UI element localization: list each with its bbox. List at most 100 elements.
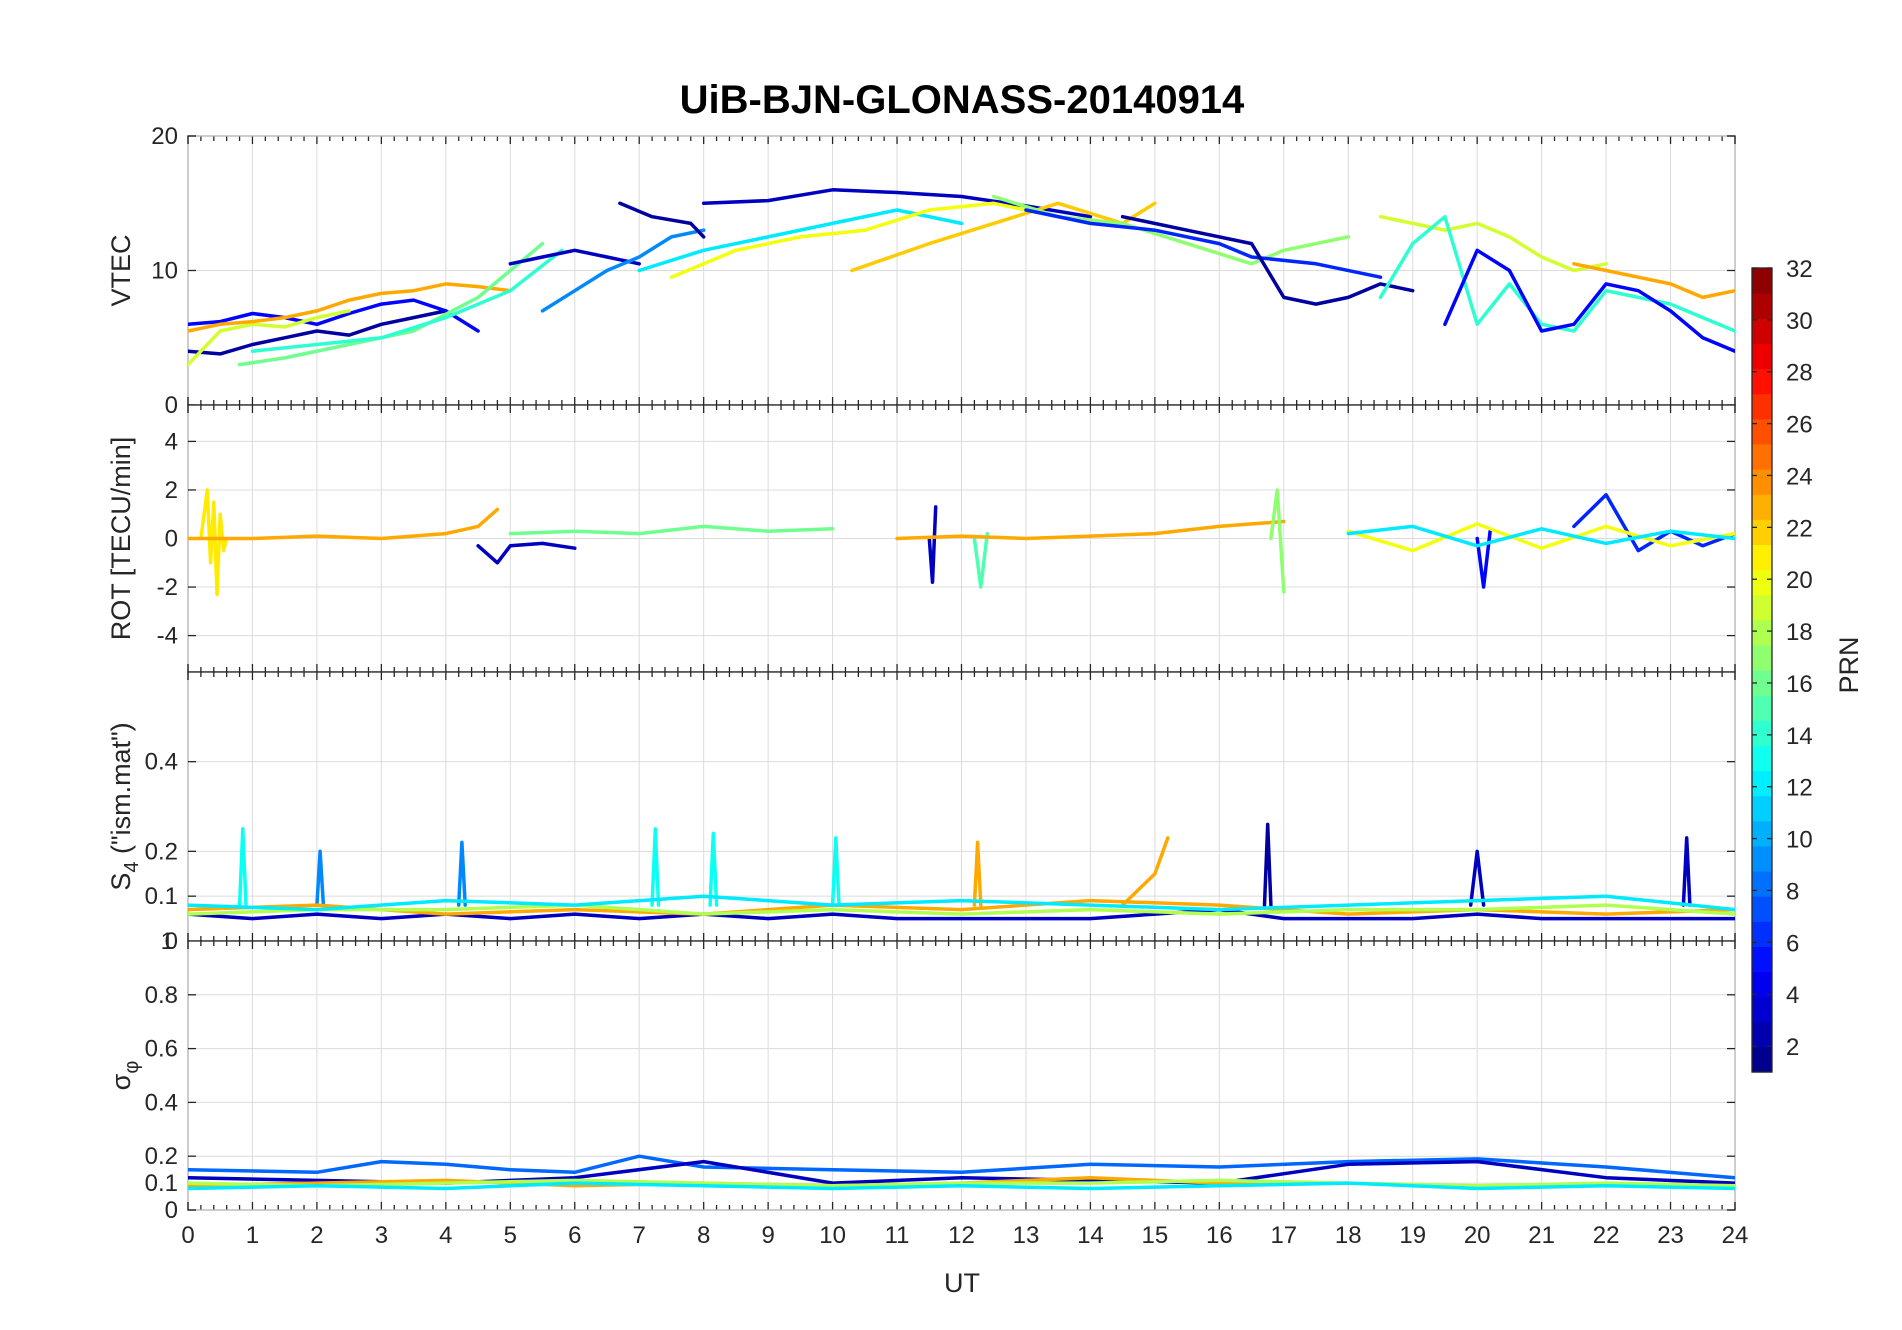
x-tick-label: 1: [246, 1222, 259, 1249]
vtec-series-prn-5: [1443, 248, 1735, 353]
x-tick-label: 22: [1593, 1222, 1620, 1249]
s4-series-group: [188, 822, 1735, 921]
sigma-series-prn-18: [188, 1178, 1735, 1188]
colorbar-tick-label: 12: [1786, 775, 1813, 802]
s4-series-prn-13: [830, 836, 841, 907]
s4-series-prn-9: [456, 840, 467, 907]
colorbar-tick-label: 24: [1786, 463, 1813, 490]
s4-series-prn-13: [708, 831, 719, 907]
colorbar-segment: [1752, 343, 1772, 370]
rot-y-axis-label: ROT [TECU/min]: [106, 437, 136, 641]
x-tick-label: 11: [885, 1222, 910, 1249]
s4-series-prn-23: [972, 840, 983, 907]
vtec-series-prn-3: [508, 248, 641, 266]
colorbar-segment: [1752, 845, 1772, 872]
s4-series-prn-18: [188, 903, 1735, 916]
s4-series-prn-13: [237, 827, 248, 907]
x-tick-label: 3: [375, 1222, 388, 1249]
colorbar-tick-label: 32: [1786, 256, 1813, 283]
colorbar-segment: [1752, 745, 1772, 772]
colorbar-segment: [1752, 670, 1772, 696]
rot-series-prn-16: [508, 524, 835, 536]
vtec-series-prn-5: [188, 298, 480, 333]
y-tick-label: 0: [165, 526, 178, 553]
y-tick-label: 0.1: [145, 1170, 178, 1197]
colorbar-tick-label: 20: [1786, 567, 1813, 594]
rot-series-group: [188, 488, 1735, 597]
rot-series-prn-17: [1269, 488, 1286, 594]
colorbar-segment: [1752, 594, 1772, 621]
rot-series-prn-3: [927, 505, 938, 584]
colorbar-segment: [1752, 871, 1772, 897]
x-tick-label: 4: [439, 1222, 452, 1249]
vtec-series-prn-20: [669, 201, 1060, 279]
colorbar-segment: [1752, 946, 1772, 973]
x-tick-label: 9: [761, 1222, 774, 1249]
y-tick-label: 0.4: [145, 749, 178, 776]
y-tick-label: 0: [165, 1197, 178, 1224]
x-tick-label: 15: [1142, 1222, 1169, 1249]
colorbar-segment: [1752, 971, 1772, 998]
y-tick-label: 20: [151, 123, 178, 150]
x-tick-label: 7: [633, 1222, 646, 1249]
x-tick-label: 17: [1270, 1222, 1297, 1249]
y-tick-label: 0.8: [145, 982, 178, 1009]
colorbar-segment: [1752, 544, 1772, 571]
colorbar-tick-label: 14: [1786, 723, 1813, 750]
vtec-series-prn-2: [188, 309, 448, 356]
colorbar-segment: [1752, 368, 1772, 395]
colorbar-segment: [1752, 1021, 1772, 1048]
x-tick-label: 20: [1464, 1222, 1491, 1249]
rot-series-prn-12: [1346, 524, 1735, 548]
y-tick-label: 4: [165, 428, 178, 455]
y-tick-label: 0: [165, 392, 178, 419]
colorbar-segment: [1752, 619, 1772, 646]
y-tick-label: 0.2: [145, 838, 178, 865]
x-tick-labels: 0 1 2 3 4 5 6 7 8 9 10 11 12 13 14 15 16 17 18 19 20 21 22 23 24: [181, 1222, 1748, 1249]
x-tick-label: 21: [1528, 1222, 1555, 1249]
rot-panel: -4 -2 0 2 4 ROT [TECU/min]: [106, 404, 1736, 673]
colorbar-segment: [1752, 896, 1772, 922]
colorbar-segment: [1752, 268, 1772, 294]
colorbar-segment: [1752, 443, 1772, 470]
y-tick-label: 1: [161, 928, 174, 955]
sigma-series-group: [188, 1154, 1735, 1191]
x-tick-label: 6: [568, 1222, 581, 1249]
vtec-panel: 0 10 20 VTEC: [106, 123, 1736, 419]
colorbar-tick-label: 2: [1786, 1034, 1799, 1061]
y-tick-label: 0.1: [145, 883, 178, 910]
x-tick-label: 8: [697, 1222, 710, 1249]
colorbar-label: PRN: [1834, 636, 1864, 693]
x-tick-label: 24: [1722, 1222, 1749, 1249]
colorbar-segment: [1752, 318, 1772, 344]
x-tick-label: 0: [181, 1222, 194, 1249]
colorbar-segment: [1752, 795, 1772, 822]
colorbar-tick-label: 16: [1786, 671, 1813, 698]
y-tick-label: 0: [165, 928, 178, 955]
vtec-series-prn-2: [1120, 214, 1415, 306]
x-tick-label: 12: [948, 1222, 975, 1249]
vtec-series-prn-22: [850, 201, 1157, 273]
colorbar-segment: [1752, 569, 1772, 596]
y-tick-label: -2: [157, 574, 178, 601]
y-tick-label: 0.2: [145, 1143, 178, 1170]
colorbar-segment: [1752, 393, 1772, 420]
colorbar-tick-label: 18: [1786, 619, 1813, 646]
colorbar-tick-label: 6: [1786, 930, 1799, 957]
s4-series-prn-13: [650, 827, 661, 907]
y-tick-label: -4: [157, 623, 178, 650]
colorbar-segment: [1752, 519, 1772, 545]
s4-series-prn-2: [1262, 822, 1273, 907]
colorbar-tick-label: 8: [1786, 878, 1799, 905]
s4-series-prn-3: [1681, 836, 1692, 907]
colorbar-segment: [1752, 921, 1772, 947]
colorbar-segment: [1752, 996, 1772, 1023]
colorbar-tick-label: 22: [1786, 515, 1813, 542]
vtec-y-axis-label: VTEC: [106, 234, 136, 306]
x-tick-label: 10: [819, 1222, 846, 1249]
sigma-series-prn-8: [188, 1154, 1735, 1180]
colorbar-segment: [1752, 770, 1772, 797]
rot-series-prn-23: [188, 507, 500, 541]
x-tick-label: 16: [1206, 1222, 1233, 1249]
